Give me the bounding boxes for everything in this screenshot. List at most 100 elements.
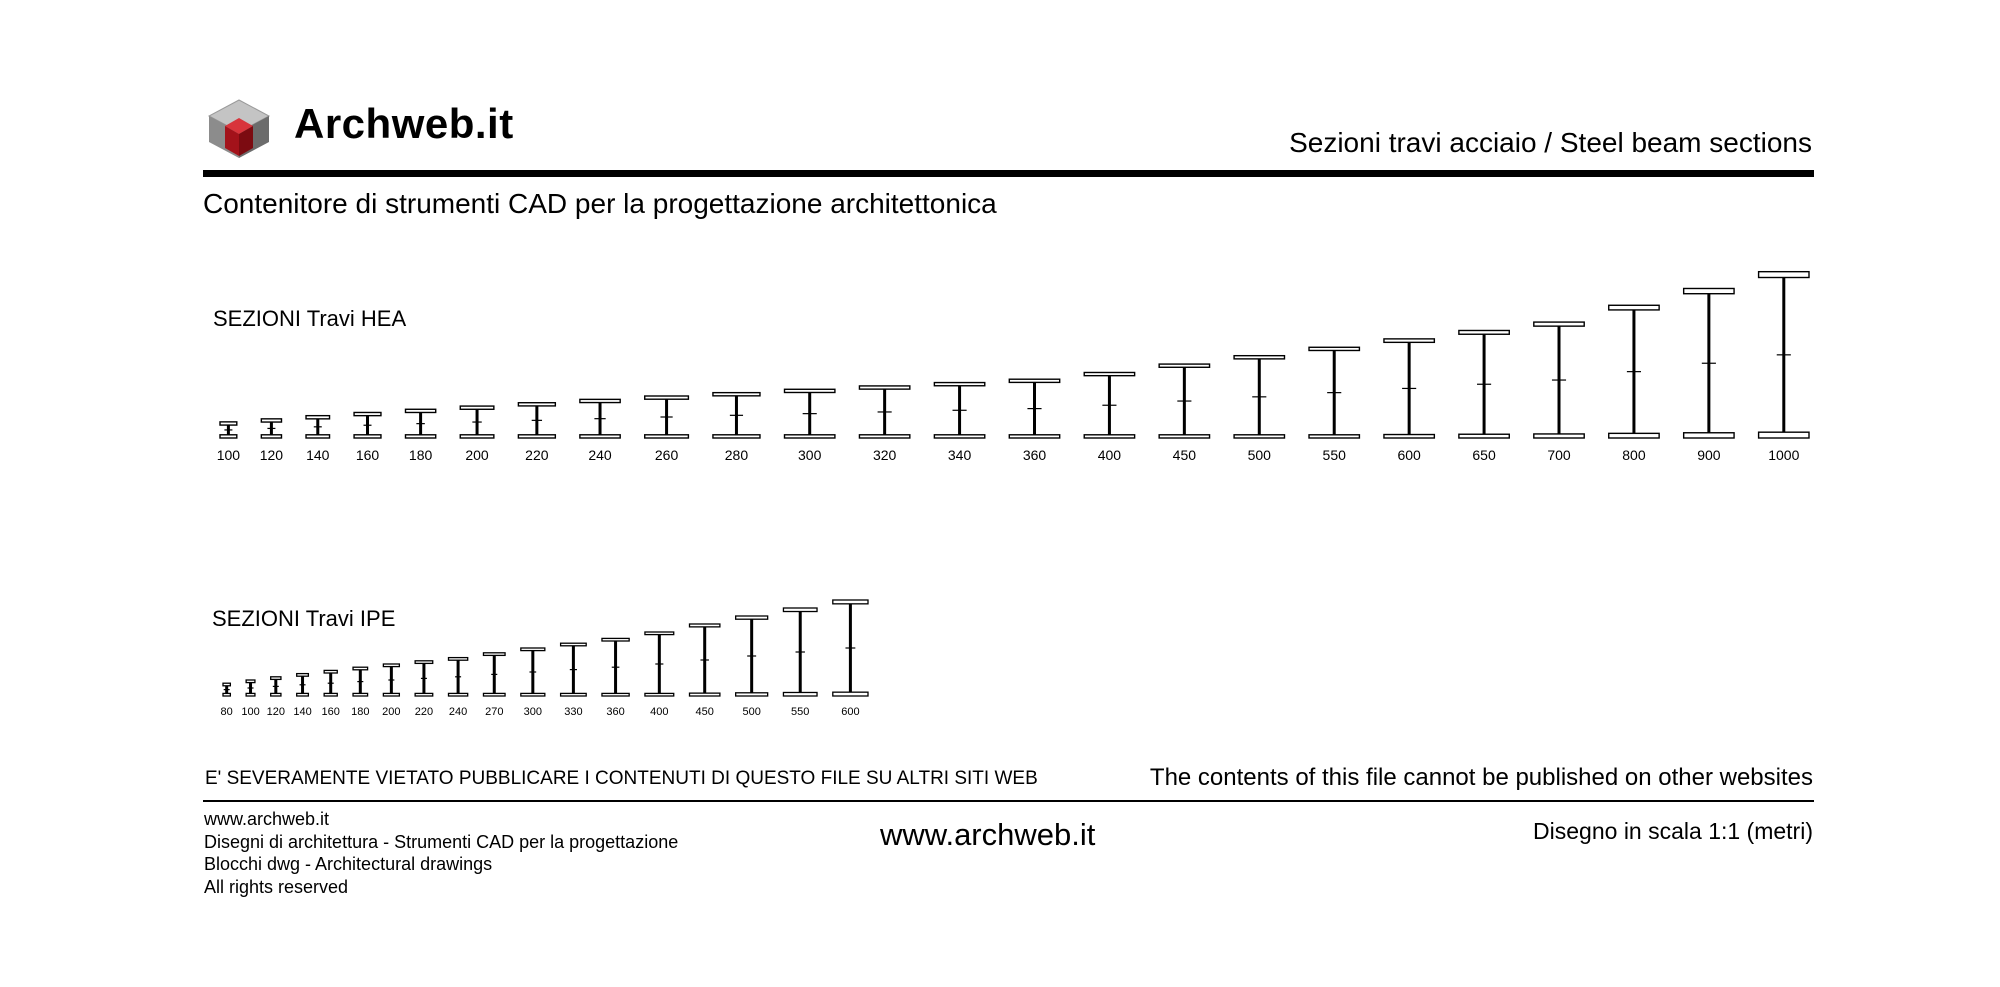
top-flange [1308, 346, 1361, 352]
bottom-flange [353, 434, 382, 439]
profile-label: 550 [791, 706, 809, 718]
profile-label: 800 [1622, 447, 1646, 463]
profile-label: 80 [221, 706, 233, 718]
bottom-flange [1383, 433, 1436, 439]
bottom-flange [1458, 433, 1510, 439]
hea-profiles: 100 120 140 160 180 200 220 240 260 280 300 320 340 3… [217, 270, 1810, 463]
top-flange [270, 676, 282, 681]
beam-profile: 450 [688, 623, 721, 718]
profile-label: 100 [241, 706, 259, 718]
beam-profile: 140 [293, 672, 312, 718]
beam-profile: 220 [414, 660, 434, 718]
beam-profile: 200 [459, 405, 495, 463]
top-flange [447, 656, 469, 661]
beam-profile: 400 [1083, 371, 1136, 463]
top-flange [559, 642, 587, 647]
copyright-warning-italian: E' SEVERAMENTE VIETATO PUBBLICARE I CONT… [205, 768, 1038, 789]
top-flange [482, 652, 506, 657]
beam-profile: 900 [1682, 287, 1735, 463]
beam-profile: 120 [260, 418, 283, 463]
beam-profile: 180 [404, 408, 437, 463]
bottom-flange [222, 692, 232, 697]
beam-profile: 450 [1158, 363, 1211, 463]
profile-label: 360 [1023, 447, 1047, 463]
bottom-flange [270, 692, 282, 697]
beam-profile: 650 [1458, 329, 1510, 463]
profile-label: 120 [267, 706, 285, 718]
top-flange [296, 672, 310, 677]
profile-label: 160 [356, 447, 380, 463]
beam-profile: 240 [447, 656, 469, 718]
profile-label: 260 [655, 447, 679, 463]
beam-profile: 160 [322, 669, 340, 718]
profile-label: 140 [306, 447, 330, 463]
profile-label: 400 [650, 706, 668, 718]
bottom-flange [219, 434, 238, 439]
brand-name: Archweb.it [294, 100, 514, 147]
profile-label: 900 [1697, 447, 1721, 463]
beam-profile: 320 [858, 385, 911, 463]
top-flange [414, 660, 434, 665]
top-flange [644, 395, 690, 400]
beam-profile: 800 [1608, 304, 1660, 463]
bottom-flange [579, 434, 621, 439]
bottom-flange [688, 692, 721, 697]
top-flange [382, 663, 401, 668]
ipe-section-title: SEZIONI Travi IPE [212, 606, 396, 631]
profile-label: 220 [415, 706, 433, 718]
beam-profile: 550 [1308, 346, 1361, 463]
bottom-flange [1308, 434, 1361, 439]
bottom-flange [1533, 433, 1585, 439]
bottom-flange [414, 692, 434, 697]
bottom-flange [1608, 432, 1660, 439]
top-flange [1608, 304, 1660, 311]
profile-label: 330 [564, 706, 582, 718]
top-flange [1757, 270, 1810, 279]
top-flange [601, 637, 630, 642]
footer-website: www.archweb.it [880, 817, 1096, 852]
cube-logo-icon [207, 99, 271, 158]
profile-label: 200 [382, 706, 400, 718]
profile-label: 160 [322, 706, 340, 718]
profile-label: 650 [1472, 447, 1496, 463]
top-flange [688, 623, 721, 628]
beam-profile: 240 [579, 398, 621, 463]
top-flange [404, 408, 437, 414]
top-flange [712, 391, 761, 397]
profile-label: 340 [948, 447, 972, 463]
beam-profile: 160 [353, 411, 382, 463]
beam-profile: 280 [712, 391, 761, 463]
top-flange [260, 418, 283, 423]
beam-profile: 340 [933, 381, 986, 463]
bottom-flange [260, 434, 283, 439]
top-flange [1158, 363, 1211, 368]
bottom-flange [520, 692, 546, 697]
profile-label: 550 [1323, 447, 1347, 463]
bottom-flange [783, 434, 836, 439]
top-flange [1383, 338, 1436, 344]
top-flange [1233, 354, 1286, 360]
top-flange [933, 381, 986, 387]
bottom-flange [459, 434, 495, 439]
profile-label: 1000 [1768, 447, 1799, 463]
beam-profile: 550 [782, 607, 818, 718]
beam-profile: 360 [601, 637, 630, 718]
profile-label: 100 [217, 447, 241, 463]
top-flange [1682, 287, 1735, 295]
top-flange [245, 679, 256, 684]
top-flange [858, 385, 911, 390]
profile-label: 320 [873, 447, 897, 463]
bottom-flange [1158, 434, 1211, 439]
beam-profile: 360 [1008, 378, 1061, 463]
hea-section-title: SEZIONI Travi HEA [213, 306, 407, 331]
bottom-flange [404, 434, 437, 439]
beam-profile: 600 [1383, 338, 1436, 463]
profile-label: 280 [725, 447, 749, 463]
profile-label: 450 [1173, 447, 1197, 463]
top-flange [1533, 321, 1585, 327]
top-flange [353, 411, 382, 417]
top-flange [517, 402, 557, 407]
beam-profile: 220 [517, 402, 557, 463]
profile-label: 300 [798, 447, 822, 463]
